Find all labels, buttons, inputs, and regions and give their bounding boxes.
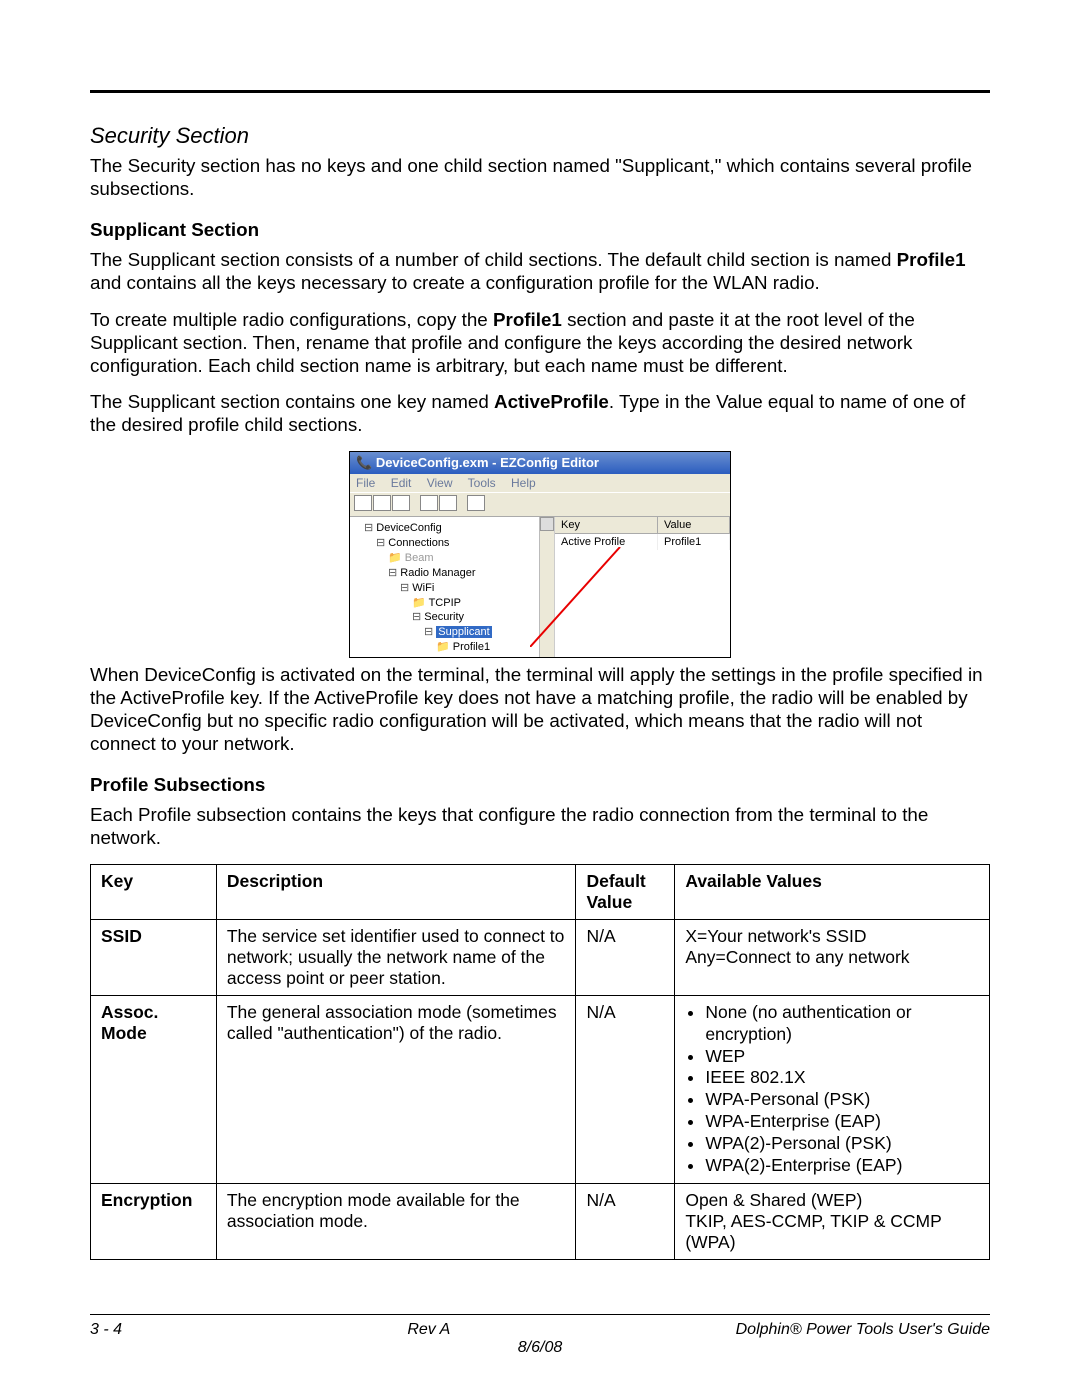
tree-security[interactable]: Security Supplicant Profile1 — [412, 610, 552, 655]
menu-bar: File Edit View Tools Help — [350, 474, 730, 493]
list-item: WEP — [705, 1046, 979, 1068]
tree-beam[interactable]: Beam — [388, 551, 552, 566]
profile-intro: Each Profile subsection contains the key… — [90, 804, 990, 850]
footer-date: 8/6/08 — [518, 1339, 562, 1356]
profile-table: Key Description Default Value Available … — [90, 864, 990, 1260]
tree-connections[interactable]: Connections Beam Radio Manager WiFi TCP — [376, 536, 552, 655]
menu-file[interactable]: File — [356, 476, 375, 490]
tree-radio-manager[interactable]: Radio Manager WiFi TCPIP Security — [388, 566, 552, 655]
key-cell: Assoc. Mode — [91, 995, 217, 1183]
table-row: SSID The service set identifier used to … — [91, 919, 990, 995]
available-cell: Open & Shared (WEP) TKIP, AES-CCMP, TKIP… — [675, 1183, 990, 1259]
col-value-header: Value — [658, 517, 730, 533]
th-available: Available Values — [675, 864, 990, 919]
tree-wifi[interactable]: WiFi TCPIP Security Supplicant — [400, 581, 552, 655]
th-desc: Description — [216, 864, 576, 919]
tree-panel: DeviceConfig Connections Beam Radio Mana… — [350, 517, 555, 657]
activeprofile-bold: ActiveProfile — [494, 391, 609, 412]
col-key-header: Key — [555, 517, 658, 533]
text: To create multiple radio configurations,… — [90, 309, 493, 330]
grid-value-cell: Profile1 — [658, 534, 730, 550]
default-cell: N/A — [576, 995, 675, 1183]
window-body: DeviceConfig Connections Beam Radio Mana… — [350, 517, 730, 657]
text: and contains all the keys necessary to c… — [90, 272, 820, 293]
list-item: WPA(2)-Personal (PSK) — [705, 1133, 979, 1155]
tree-supplicant[interactable]: Supplicant Profile1 — [424, 625, 552, 655]
text: The Supplicant section consists of a num… — [90, 249, 897, 270]
tree-profile1[interactable]: Profile1 — [436, 640, 552, 655]
page-footer: 3 - 4 Dolphin® Power Tools User's Guide … — [90, 1314, 990, 1357]
profile1-bold: Profile1 — [493, 309, 562, 330]
toolbar-button[interactable] — [392, 495, 410, 511]
key-cell: SSID — [91, 919, 217, 995]
supplicant-p2: To create multiple radio configurations,… — [90, 309, 990, 378]
th-default: Default Value — [576, 864, 675, 919]
menu-edit[interactable]: Edit — [391, 476, 412, 490]
table-row: Assoc. Mode The general association mode… — [91, 995, 990, 1183]
toolbar-button[interactable] — [373, 495, 391, 511]
scroll-up[interactable] — [540, 517, 554, 531]
toolbar-button[interactable] — [420, 495, 438, 511]
available-line: Open & Shared (WEP) — [685, 1190, 979, 1211]
default-cell: N/A — [576, 1183, 675, 1259]
list-item: WPA-Enterprise (EAP) — [705, 1111, 979, 1133]
menu-help[interactable]: Help — [511, 476, 536, 490]
window-title: DeviceConfig.exm - EZConfig Editor — [376, 455, 599, 470]
tree-tcpip[interactable]: TCPIP — [412, 596, 552, 611]
toolbar — [350, 493, 730, 517]
grid-row[interactable]: Active Profile Profile1 — [555, 534, 730, 550]
top-rule — [90, 90, 990, 93]
desc-cell: The encryption mode available for the as… — [216, 1183, 576, 1259]
footer-rev: Rev A — [407, 1321, 450, 1338]
key-cell: Encryption — [91, 1183, 217, 1259]
after-figure-text: When DeviceConfig is activated on the te… — [90, 664, 990, 756]
app-icon: 📞 — [356, 455, 372, 470]
window-titlebar: 📞 DeviceConfig.exm - EZConfig Editor — [350, 452, 730, 474]
supplicant-p3: The Supplicant section contains one key … — [90, 391, 990, 437]
menu-view[interactable]: View — [427, 476, 453, 490]
footer-page-number: 3 - 4 — [90, 1321, 122, 1339]
default-cell: N/A — [576, 919, 675, 995]
heading-security: Security Section — [90, 123, 990, 149]
grid-header: Key Value — [555, 517, 730, 534]
desc-cell: The general association mode (sometimes … — [216, 995, 576, 1183]
heading-supplicant: Supplicant Section — [90, 219, 990, 241]
menu-tools[interactable]: Tools — [468, 476, 496, 490]
text: The Supplicant section contains one key … — [90, 391, 494, 412]
desc-cell: The service set identifier used to conne… — [216, 919, 576, 995]
list-item: None (no authentication or encryption) — [705, 1002, 979, 1046]
tree-scrollbar[interactable] — [539, 517, 554, 657]
th-key: Key — [91, 864, 217, 919]
document-page: Security Section The Security section ha… — [0, 0, 1080, 1397]
available-line: TKIP, AES-CCMP, TKIP & CCMP (WPA) — [685, 1211, 979, 1253]
profile1-bold: Profile1 — [897, 249, 966, 270]
security-intro: The Security section has no keys and one… — [90, 155, 990, 201]
grid-key-cell: Active Profile — [555, 534, 658, 550]
available-list: None (no authentication or encryption) W… — [685, 1002, 979, 1177]
toolbar-button[interactable] — [439, 495, 457, 511]
toolbar-button[interactable] — [354, 495, 372, 511]
available-cell: X=Your network's SSID Any=Connect to any… — [675, 919, 990, 995]
table-header-row: Key Description Default Value Available … — [91, 864, 990, 919]
available-line: Any=Connect to any network — [685, 947, 979, 968]
list-item: IEEE 802.1X — [705, 1067, 979, 1089]
supplicant-p1: The Supplicant section consists of a num… — [90, 249, 990, 295]
table-row: Encryption The encryption mode available… — [91, 1183, 990, 1259]
available-line: X=Your network's SSID — [685, 926, 979, 947]
footer-guide-title: Dolphin® Power Tools User's Guide — [736, 1321, 990, 1339]
tree-deviceconfig[interactable]: DeviceConfig Connections Beam Radio Mana… — [364, 521, 552, 655]
list-item: WPA-Personal (PSK) — [705, 1089, 979, 1111]
figure-wrapper: 📞 DeviceConfig.exm - EZConfig Editor Fil… — [90, 451, 990, 658]
available-cell: None (no authentication or encryption) W… — [675, 995, 990, 1183]
toolbar-button[interactable] — [467, 495, 485, 511]
keyvalue-grid: Key Value Active Profile Profile1 — [555, 517, 730, 657]
list-item: WPA(2)-Enterprise (EAP) — [705, 1155, 979, 1177]
heading-profile-subsections: Profile Subsections — [90, 774, 990, 796]
ezconfig-window: 📞 DeviceConfig.exm - EZConfig Editor Fil… — [349, 451, 731, 658]
